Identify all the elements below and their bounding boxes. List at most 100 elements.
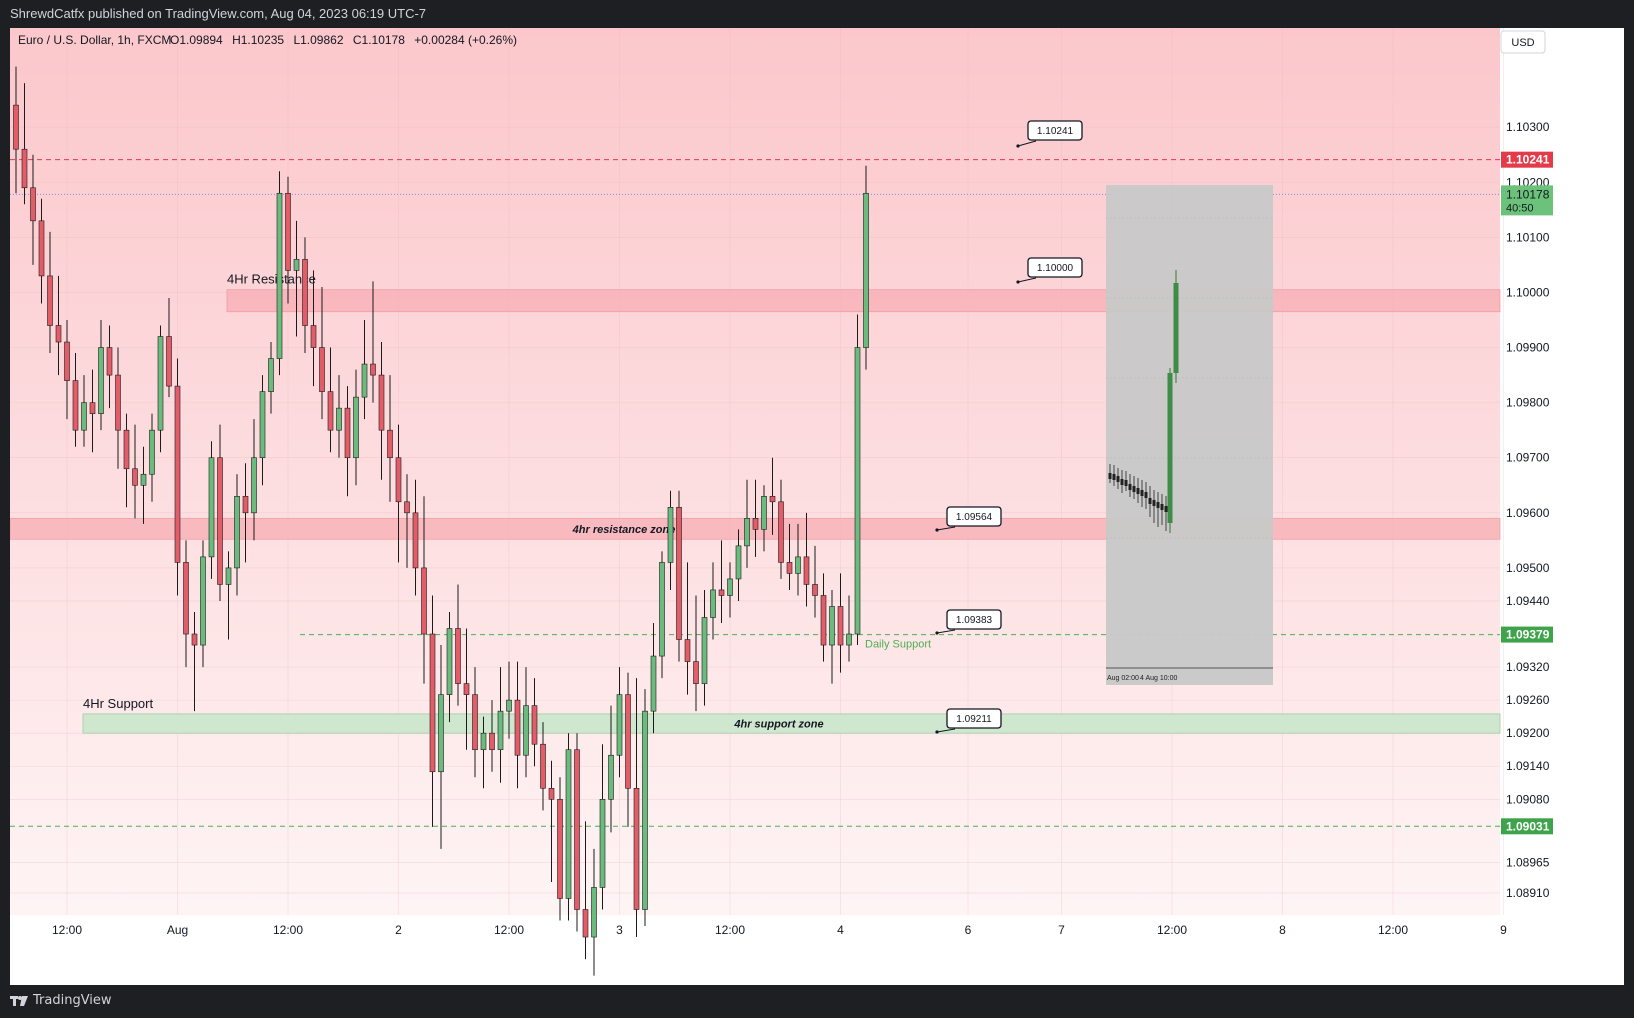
price-tick-label: 1.10300 <box>1506 120 1550 134</box>
candle-up <box>480 732 487 751</box>
candle <box>234 474 240 596</box>
candle-up <box>735 545 742 580</box>
price-chart[interactable]: 4Hr Resistance 4hr resistance zone 4hr sup… <box>10 28 1624 985</box>
candle-up <box>157 336 164 431</box>
candle <box>123 413 130 508</box>
zone-label-4hr-support-zone: 4hr support zone <box>733 719 823 731</box>
candle <box>336 375 342 458</box>
candle-down <box>319 347 325 392</box>
candle <box>701 589 708 706</box>
candle-down <box>540 743 546 789</box>
time-tick-label: 9 <box>1500 923 1507 937</box>
price-badge-1-09379: 1.09379 <box>1501 626 1553 643</box>
candle <box>251 419 257 541</box>
candle <box>429 595 436 827</box>
candle-down <box>514 699 521 756</box>
candle-down <box>676 507 682 640</box>
price-tick-label: 1.09600 <box>1506 506 1550 520</box>
candle-down <box>786 562 793 574</box>
candle-down <box>812 584 818 596</box>
candle-up <box>293 259 300 271</box>
price-tick-label: 1.09080 <box>1506 792 1550 806</box>
candle <box>319 286 325 420</box>
candle <box>744 479 750 568</box>
price-badge-bg <box>1501 626 1553 643</box>
candle-up <box>208 457 215 558</box>
candle <box>803 512 810 607</box>
candle-down <box>421 567 427 635</box>
candle-down <box>21 148 28 189</box>
callout-label: 1.10000 <box>1037 263 1074 274</box>
time-tick-label: 12:00 <box>52 923 82 937</box>
legend-high: H1.10235 <box>232 33 284 47</box>
candle-down <box>302 259 308 326</box>
candle <box>769 457 776 535</box>
candle-up <box>446 628 453 695</box>
candle <box>81 375 87 447</box>
candle <box>293 220 300 337</box>
callout-box <box>946 609 1002 630</box>
callout: 1.10241 <box>1016 120 1083 148</box>
candle <box>72 353 79 447</box>
zone-label-4hr-resistance-zone: 4hr resistance zone <box>572 524 676 536</box>
candle <box>565 733 572 921</box>
candle-down <box>106 347 113 376</box>
candle <box>208 441 215 579</box>
candle-down <box>395 457 402 503</box>
time-axis[interactable]: 12:00 Aug 12:00 2 12:00 3 12:00 4 6 7 12:00 8 12:00 9 <box>52 923 1507 937</box>
candle <box>89 369 96 453</box>
candle-up <box>200 556 206 646</box>
currency-button[interactable] <box>1500 30 1546 54</box>
candle <box>166 297 172 398</box>
candle <box>140 446 147 524</box>
candle-up <box>710 589 716 618</box>
candle <box>149 413 155 502</box>
candle-down <box>489 732 495 751</box>
candle-down <box>115 374 121 431</box>
candle <box>446 611 453 723</box>
candle <box>344 386 351 497</box>
candle <box>38 198 45 304</box>
callout: 1.09564 <box>935 506 1002 532</box>
callout-label: 1.09383 <box>956 615 993 626</box>
price-axis[interactable]: 1.103001.102001.101001.100001.099001.098… <box>1501 120 1553 900</box>
time-tick-label: 8 <box>1279 923 1286 937</box>
time-tick-label: 4 <box>837 923 844 937</box>
candle-down <box>769 495 776 503</box>
candle <box>438 645 444 849</box>
price-tick-label: 1.09440 <box>1506 594 1550 608</box>
candle <box>225 551 232 640</box>
candle <box>718 540 725 624</box>
inset-candle-body <box>1132 486 1136 492</box>
inset-time-label: Aug 02:00 <box>1107 675 1139 682</box>
price-tick-label: 1.08965 <box>1506 856 1550 870</box>
candle-up <box>497 710 504 751</box>
candle <box>421 496 427 684</box>
footer-bar: TradingView <box>0 985 1634 1018</box>
callout-dot <box>935 631 939 635</box>
candle <box>370 281 376 403</box>
inset-candle-body <box>1116 476 1120 482</box>
candle <box>863 165 869 370</box>
legend-change: +0.00284 (+0.26%) <box>414 33 517 47</box>
candle <box>667 490 674 590</box>
price-badge-1-10241: 1.10241 <box>1501 151 1553 168</box>
callout-pointer <box>936 728 956 733</box>
candle <box>633 678 640 938</box>
candle <box>302 237 308 354</box>
candle <box>846 595 852 662</box>
candle <box>310 270 317 387</box>
price-tick-label: 1.09500 <box>1506 561 1550 575</box>
candle <box>837 573 844 673</box>
currency-button-label: USD <box>1511 37 1534 49</box>
candle-up <box>140 473 147 486</box>
candle <box>693 595 699 712</box>
candle-up <box>608 754 614 800</box>
candle <box>268 342 274 414</box>
time-tick-label: 3 <box>616 923 623 937</box>
candle <box>276 171 283 376</box>
candle <box>761 485 767 552</box>
candle <box>820 573 827 662</box>
time-tick-label: 6 <box>965 923 972 937</box>
inset-candle-body <box>1108 473 1112 479</box>
